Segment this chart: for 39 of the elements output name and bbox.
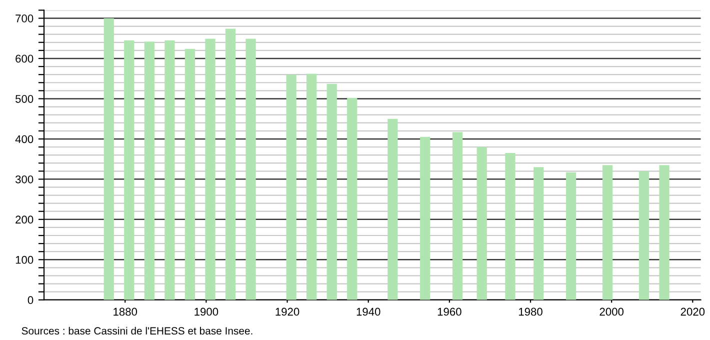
bar [505,153,516,300]
bar [534,167,544,300]
y-tick-label: 0 [28,296,34,304]
x-tick-label: 1920 [276,308,300,316]
bar [476,146,487,300]
bar [286,74,296,300]
y-tick-label: 100 [16,256,34,264]
x-tick-label: 1960 [438,308,462,316]
bar [246,38,256,300]
y-tick-label: 200 [16,216,34,224]
bar [347,98,358,300]
bar [164,40,175,300]
bar [638,171,650,300]
source-note: Sources : base Cassini de l'EHESS et base Insee. [22,326,252,335]
bar [104,18,114,300]
x-tick-label: 1940 [356,308,380,316]
bar [205,38,216,300]
bar [659,165,670,300]
x-tick-label: 1880 [114,308,138,316]
y-tick-label: 400 [15,135,34,144]
x-tick-label: 2020 [680,308,705,316]
y-tick-label: 300 [15,175,34,184]
bar [144,42,154,300]
x-tick-label: 2000 [600,308,624,316]
bar [306,74,317,300]
bar [225,28,236,300]
x-tick-label: 1980 [518,308,542,316]
y-tick-label: 600 [16,54,34,63]
bar [566,172,576,300]
bar [326,84,337,300]
bar [388,118,398,300]
x-tick-label: 1900 [194,308,218,316]
y-tick-label: 700 [16,14,34,22]
bar [602,165,613,300]
bar [420,136,430,300]
bar [124,40,134,300]
bar [452,132,463,300]
y-tick-label: 500 [16,94,34,103]
bar [184,48,196,300]
